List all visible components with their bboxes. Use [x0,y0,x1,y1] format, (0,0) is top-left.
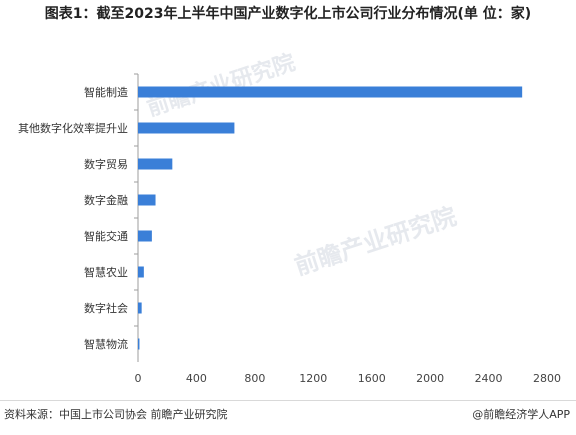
category-label: 智慧农业 [84,265,128,279]
bar-chart: 前瞻产业研究院 前瞻产业研究院 0 400 800 1200 1600 2000 2400 2… [18,49,561,385]
chart-title: 图表1：截至2023年上半年中国产业数字化上市公司行业分布情况(单 位：家) [44,6,532,22]
x-tick-label: 800 [244,372,265,385]
bars-layer [138,86,523,350]
category-label: 数字金融 [84,193,128,207]
bar [138,230,152,242]
x-tick-label: 400 [186,372,207,385]
x-tick-label: 1600 [358,372,386,385]
bar [138,122,235,134]
category-label: 其他数字化效率提升业 [18,121,128,135]
category-label: 智能制造 [84,85,128,99]
x-tick-label: 2400 [475,372,503,385]
category-label: 数字社会 [84,301,128,315]
footer: 资料来源：中国上市公司协会 前瞻产业研究院 @前瞻经济学人APP [0,400,576,435]
brand-note: @前瞻经济学人APP [472,408,570,421]
x-tick-label: 2800 [533,372,561,385]
watermark-1: 前瞻产业研究院 [144,49,299,121]
source-note: 资料来源：中国上市公司协会 前瞻产业研究院 [4,408,228,421]
bar [138,302,142,314]
bar [138,338,140,350]
bar [138,158,173,170]
category-label: 数字贸易 [84,157,128,171]
category-label: 智慧物流 [84,337,128,351]
x-tick-label: 0 [135,372,142,385]
x-tick-label: 2000 [416,372,444,385]
x-tick-label: 1200 [299,372,327,385]
watermark-2: 前瞻产业研究院 [291,202,459,281]
watermarks: 前瞻产业研究院 前瞻产业研究院 [144,49,460,280]
bar [138,194,156,206]
category-label: 智能交通 [84,229,128,243]
bar [138,266,144,278]
bar [138,86,523,98]
axis-layer: 0 400 800 1200 1600 2000 2400 2800 [134,73,561,385]
